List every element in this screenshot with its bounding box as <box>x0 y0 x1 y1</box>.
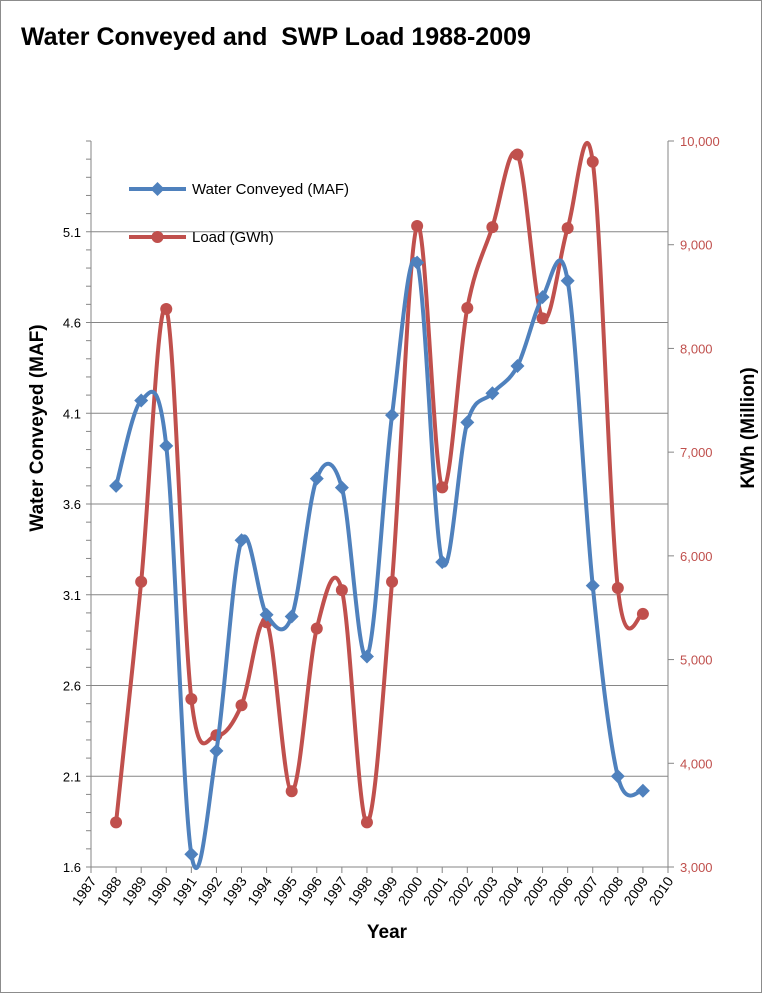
y-tick-label: 2.1 <box>63 769 81 784</box>
data-point <box>511 148 523 160</box>
x-tick-label: 2007 <box>570 873 601 908</box>
legend-label: Water Conveyed (MAF) <box>192 181 349 198</box>
data-point <box>184 847 198 861</box>
data-point <box>311 622 323 634</box>
data-point <box>562 222 574 234</box>
data-point <box>612 582 624 594</box>
data-point <box>236 699 248 711</box>
y2-tick-label: 8,000 <box>680 341 713 356</box>
data-point <box>185 693 197 705</box>
y2-tick-label: 6,000 <box>680 549 713 564</box>
x-tick-label: 2000 <box>395 873 426 908</box>
legend-marker <box>151 182 165 196</box>
data-point <box>587 156 599 168</box>
legend-entry: Water Conveyed (MAF) <box>129 181 349 198</box>
legend-label: Load (GWh) <box>192 229 274 246</box>
y2-tick-label: 5,000 <box>680 653 713 668</box>
y2-tick-label: 9,000 <box>680 238 713 253</box>
x-tick-label: 1998 <box>344 873 375 908</box>
data-point <box>436 481 448 493</box>
data-point <box>336 584 348 596</box>
y2-tick-label: 10,000 <box>680 134 720 149</box>
y2-tick-label: 3,000 <box>680 860 713 875</box>
x-tick-label: 2006 <box>545 873 576 908</box>
data-point <box>411 220 423 232</box>
data-point <box>335 481 349 495</box>
data-point <box>460 415 474 429</box>
data-point <box>637 608 649 620</box>
x-tick-label: 2003 <box>470 873 501 908</box>
data-point <box>461 302 473 314</box>
data-point <box>611 769 625 783</box>
data-point <box>636 784 650 798</box>
series-layer <box>109 143 650 868</box>
y2-axis-title: KWh (Million) <box>738 367 759 488</box>
data-point <box>310 472 324 486</box>
y-tick-label: 5.1 <box>63 225 81 240</box>
x-tick-label: 1994 <box>244 873 275 908</box>
x-tick-label: 2008 <box>595 873 626 908</box>
data-point <box>537 312 549 324</box>
x-axis-title: Year <box>367 922 408 943</box>
series-line <box>116 259 643 868</box>
x-tick-label: 2004 <box>495 873 526 908</box>
x-tick-label: 1993 <box>219 873 250 908</box>
x-tick-label: 1995 <box>269 873 300 908</box>
series-load <box>110 143 649 828</box>
data-point <box>286 785 298 797</box>
y2-tick-label: 7,000 <box>680 445 713 460</box>
x-tick-label: 1996 <box>294 873 325 908</box>
data-point <box>209 744 223 758</box>
data-point <box>385 408 399 422</box>
legend-marker <box>152 231 164 243</box>
x-tick-label: 1987 <box>68 873 99 908</box>
y-tick-label: 4.1 <box>63 406 81 421</box>
y-tick-label: 2.6 <box>63 679 81 694</box>
y2-tick-label: 4,000 <box>680 756 713 771</box>
x-tick-label: 2010 <box>645 873 676 908</box>
x-tick-label: 1991 <box>169 873 200 908</box>
data-point <box>361 816 373 828</box>
data-point <box>285 610 299 624</box>
x-tick-label: 1988 <box>94 873 125 908</box>
data-point <box>386 576 398 588</box>
x-tick-label: 2009 <box>620 873 651 908</box>
y-tick-label: 3.1 <box>63 588 81 603</box>
data-point <box>486 221 498 233</box>
x-tick-label: 2005 <box>520 873 551 908</box>
x-tick-label: 1989 <box>119 873 150 908</box>
x-tick-label: 2002 <box>445 873 476 908</box>
data-point <box>135 576 147 588</box>
data-point <box>159 439 173 453</box>
x-tick-label: 1990 <box>144 873 175 908</box>
y-tick-label: 4.6 <box>63 316 81 331</box>
y-axis-title: Water Conveyed (MAF) <box>27 324 48 531</box>
legend: Water Conveyed (MAF) Load (GWh) <box>129 181 349 246</box>
x-tick-label: 1992 <box>194 873 225 908</box>
x-tick-label: 1999 <box>370 873 401 908</box>
x-tick-label: 1997 <box>319 873 350 908</box>
data-point <box>160 303 172 315</box>
data-point <box>561 274 575 288</box>
data-point <box>109 479 123 493</box>
y-tick-label: 3.6 <box>63 497 81 512</box>
y-tick-label: 1.6 <box>63 860 81 875</box>
axes: 1.6 2.1 2.6 3.1 3.6 4.1 4.6 5.1 3,000 4,000 5,000 6… <box>63 134 720 908</box>
x-tick-label: 2001 <box>420 873 451 908</box>
data-point <box>586 579 600 593</box>
data-point <box>110 816 122 828</box>
